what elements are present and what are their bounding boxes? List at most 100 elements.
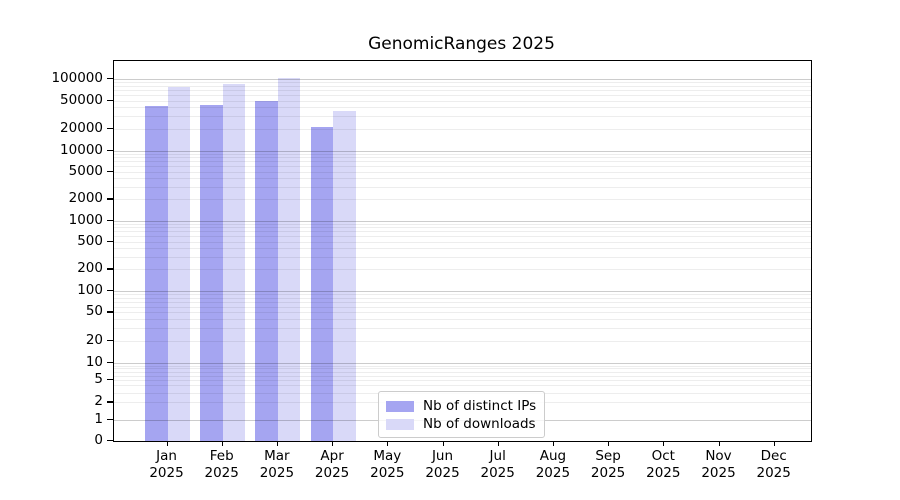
legend-item-distinct-ips: Nb of distinct IPs [386, 397, 536, 415]
y-tick-label: 5000 [68, 162, 103, 179]
y-tick-mark [107, 418, 113, 420]
bar-distinct-ips [145, 105, 168, 441]
x-tick-year: 2025 [646, 465, 681, 481]
y-tick-mark [107, 401, 113, 403]
gridline-minor [114, 199, 811, 201]
gridline-minor [114, 161, 811, 163]
gridline-minor [114, 301, 811, 303]
gridline-minor [114, 107, 811, 109]
y-tick-label: 200 [77, 260, 103, 277]
gridline-minor [114, 269, 811, 271]
y-tick-label: 10000 [60, 141, 103, 158]
x-tick-month: Oct [651, 448, 675, 464]
x-tick-year: 2025 [535, 465, 571, 481]
gridline-minor [114, 128, 811, 130]
x-tick-label: Sep 2025 [568, 448, 648, 482]
y-tick-mark [107, 311, 113, 313]
gridline-major [114, 290, 811, 292]
x-tick-mark [387, 441, 389, 447]
bar-downloads [222, 83, 246, 441]
y-tick-label: 10 [85, 354, 103, 370]
gridline-minor [114, 153, 811, 155]
y-tick-mark [107, 198, 113, 200]
x-tick-mark [166, 441, 168, 447]
gridline-minor [114, 365, 811, 367]
gridline-minor [114, 157, 811, 159]
y-tick-label: 2 [94, 393, 103, 410]
x-tick-label: May 2025 [347, 448, 427, 482]
y-tick-label: 1000 [68, 211, 103, 228]
y-tick-mark [107, 362, 113, 364]
x-tick-label: Nov 2025 [679, 448, 759, 482]
gridline-minor [114, 380, 811, 381]
x-tick-month: Feb [209, 448, 234, 464]
x-tick-year: 2025 [756, 465, 791, 481]
x-tick-label: Jun 2025 [403, 448, 483, 482]
y-tick-mark [107, 340, 113, 342]
x-tick-mark [718, 441, 720, 447]
gridline-minor [114, 171, 811, 173]
gridline-minor [114, 319, 811, 321]
bar-downloads [333, 110, 356, 441]
x-tick-label: Apr 2025 [292, 448, 372, 482]
gridline-minor [114, 236, 811, 238]
legend: Nb of distinct IPs Nb of downloads [378, 391, 545, 438]
y-tick-label: 50 [85, 303, 103, 320]
x-tick-year: 2025 [425, 465, 460, 481]
gridline-minor [114, 223, 811, 225]
y-tick-label: 5 [94, 371, 103, 387]
x-tick-month: Jun [431, 448, 454, 464]
y-tick-mark [107, 379, 113, 381]
gridline-minor [114, 85, 811, 87]
gridline-minor [114, 241, 811, 243]
x-tick-mark [497, 441, 499, 447]
gridline-minor [114, 328, 811, 330]
gridline-minor [114, 90, 811, 92]
y-tick-mark [107, 268, 113, 270]
gridline-minor [114, 82, 811, 84]
x-tick-month: Apr [320, 448, 344, 464]
legend-label-downloads: Nb of downloads [423, 416, 536, 432]
gridline-minor [114, 385, 811, 387]
y-tick-mark [107, 149, 113, 151]
y-tick-mark [107, 99, 113, 101]
gridline-minor [114, 371, 811, 373]
y-tick-mark [107, 219, 113, 221]
gridline-minor [114, 293, 811, 295]
x-tick-year: 2025 [590, 465, 626, 481]
y-tick-mark [107, 240, 113, 242]
x-tick-mark [276, 441, 279, 447]
gridline-major [114, 363, 811, 364]
gridline-minor [114, 368, 811, 370]
y-tick-mark [107, 170, 113, 172]
x-tick-label: Jan 2025 [127, 448, 207, 482]
gridline-minor [114, 257, 811, 259]
gridline-minor [114, 306, 811, 308]
y-tick-label: 500 [77, 232, 103, 249]
gridline-minor [114, 100, 811, 102]
bar-distinct-ips [310, 127, 334, 441]
x-tick-mark [221, 441, 223, 447]
legend-item-downloads: Nb of downloads [386, 415, 536, 433]
gridline-minor [114, 248, 811, 250]
gridline-minor [114, 94, 811, 96]
x-tick-month: May [373, 448, 402, 464]
x-tick-year: 2025 [701, 465, 736, 481]
y-tick-label: 100 [77, 281, 103, 298]
x-tick-month: Jan [156, 448, 177, 464]
y-tick-label: 1 [94, 410, 103, 427]
x-tick-year: 2025 [370, 465, 405, 481]
x-tick-year: 2025 [204, 465, 239, 481]
gridline-minor [114, 297, 811, 299]
gridline-minor [114, 166, 811, 168]
y-tick-label: 100000 [51, 70, 103, 86]
y-tick-mark [107, 78, 113, 80]
y-tick-mark [107, 127, 113, 130]
x-tick-month: Jul [489, 448, 506, 464]
y-tick-mark [107, 289, 113, 291]
x-tick-mark [773, 441, 775, 447]
y-tick-mark [107, 440, 113, 442]
x-tick-mark [442, 441, 444, 447]
x-tick-mark [608, 441, 610, 447]
